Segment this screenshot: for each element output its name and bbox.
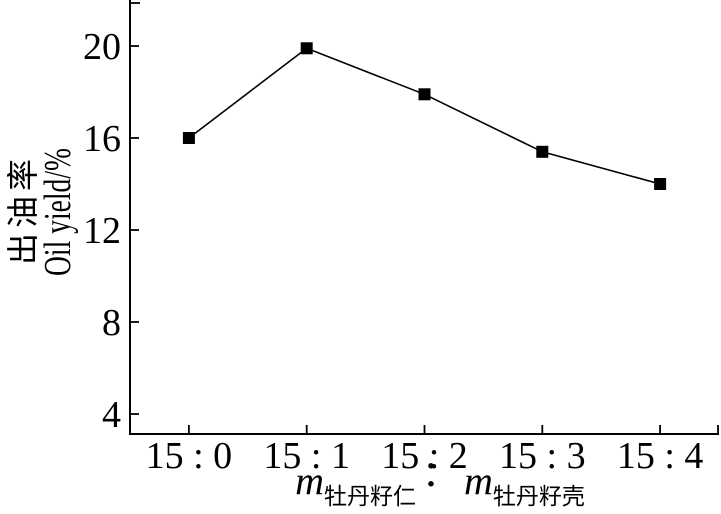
- x-tick-label: 15 : 0: [146, 435, 233, 477]
- data-line: [188, 47, 661, 185]
- y-tick-label: 16: [83, 118, 121, 160]
- y-tick-label: 20: [83, 26, 121, 68]
- x-tick-label: 15 : 3: [499, 435, 586, 477]
- x-tick-label: 15 : 1: [263, 435, 350, 477]
- x-title-separator: ：: [422, 454, 458, 494]
- data-point-marker: [300, 42, 313, 55]
- x-ticks: 15 : 0 15 : 1 15 : 2 15 : 3 15 : 4: [146, 425, 704, 477]
- y-tick-label: 4: [102, 394, 121, 436]
- data-point-marker: [182, 132, 195, 144]
- data-point-marker: [536, 145, 549, 158]
- x-tick-label: 15 : 4: [617, 435, 704, 477]
- axes: 4 8 12 16 20 15 : 0 15 : 1 15 : 2 15 : 3 15 : 4: [83, 0, 719, 477]
- data-point-marker: [418, 88, 431, 101]
- y-axis-title-en: Oil yield/%: [37, 148, 79, 276]
- y-tick-label: 12: [83, 210, 121, 252]
- y-axis-title-zh: 出油率: [5, 159, 41, 265]
- x-axis-title: m牡丹籽仁： m牡丹籽壳: [295, 454, 585, 509]
- y-tick-label: 8: [102, 302, 121, 344]
- data-series: [182, 42, 667, 190]
- x-tick-label: 15 : 2: [381, 435, 468, 477]
- y-ticks: 4 8 12 16 20: [83, 26, 139, 436]
- x-title-m2: m: [464, 458, 493, 503]
- x-title-sub2: 牡丹籽壳: [493, 484, 585, 509]
- data-point-marker: [654, 178, 667, 190]
- x-title-m1: m: [295, 458, 324, 503]
- x-title-sub1: 牡丹籽仁: [324, 484, 416, 509]
